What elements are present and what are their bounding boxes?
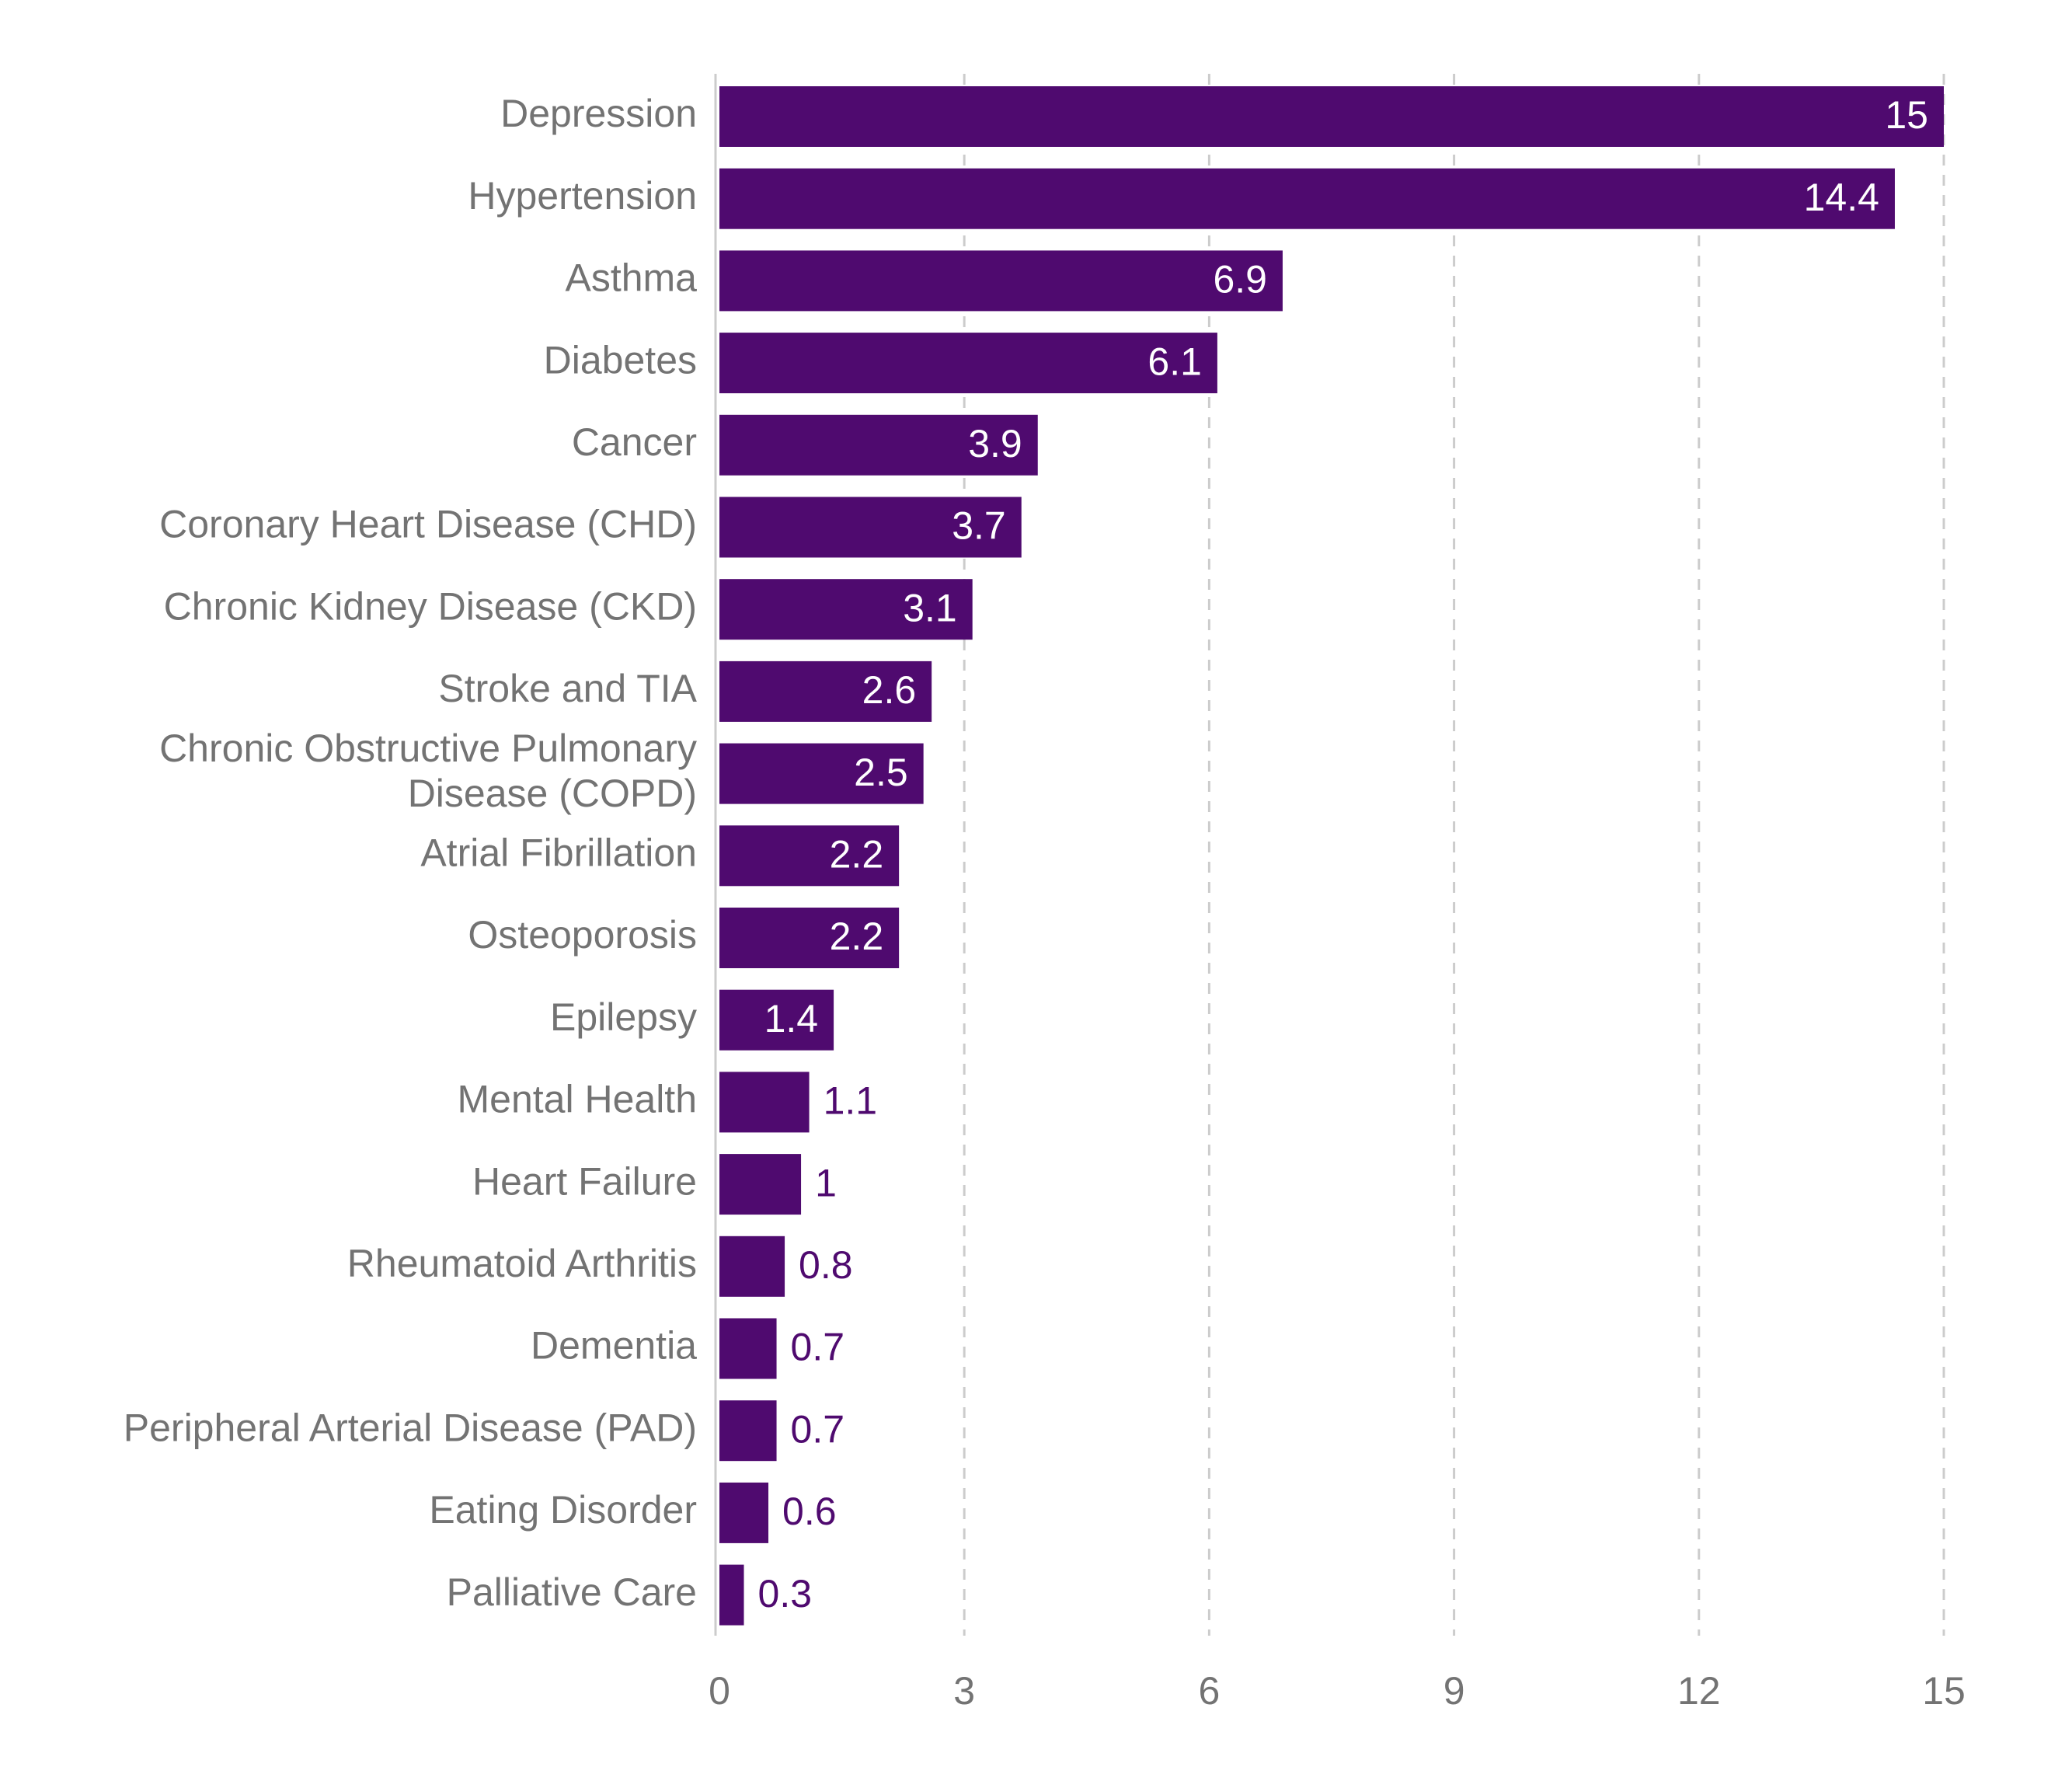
bar <box>719 86 1944 147</box>
category-label: Dementia <box>531 1324 697 1368</box>
bar <box>719 1482 769 1543</box>
labels: Depression 15 Hypertension 14.4 Asthma 6.9 Dia… <box>124 92 1928 1615</box>
bar <box>719 1564 744 1626</box>
category-label: Stroke and TIA <box>438 667 697 710</box>
bar <box>719 250 1283 312</box>
category-label: Cancer <box>572 420 697 464</box>
category-label: Eating Disorder <box>429 1488 697 1532</box>
category-label: Epilepsy <box>550 995 697 1039</box>
axes: 0 3 6 9 12 15 <box>709 74 1966 1713</box>
bar <box>719 1318 777 1379</box>
value-label: 6.9 <box>1213 258 1267 301</box>
category-label: Disease (COPD) <box>408 772 697 815</box>
value-label: 1 <box>815 1161 837 1204</box>
bar <box>719 1154 802 1215</box>
value-label: 2.6 <box>862 668 917 712</box>
x-tick-label: 15 <box>1922 1669 1966 1713</box>
bar <box>719 743 924 804</box>
bar <box>719 1236 785 1297</box>
value-label: 6.1 <box>1147 340 1202 383</box>
value-label: 1.4 <box>764 997 819 1040</box>
bar <box>719 1400 777 1462</box>
value-label: 3.1 <box>903 586 957 629</box>
category-label: Asthma <box>565 256 697 300</box>
bar <box>719 1072 810 1133</box>
bar <box>719 908 900 968</box>
value-label: 2.2 <box>830 915 884 958</box>
category-label: Peripheral Arterial Disease (PAD) <box>124 1406 697 1449</box>
bar <box>719 333 1217 394</box>
category-label: Depression <box>500 92 697 135</box>
category-label: Chronic Obstructive Pulmonary <box>159 727 697 770</box>
value-label: 0.7 <box>791 1407 845 1451</box>
value-label: 0.7 <box>791 1326 845 1369</box>
value-label: 3.7 <box>952 504 1006 548</box>
bar <box>719 168 1895 229</box>
value-label: 3.9 <box>968 422 1022 465</box>
bar <box>719 414 1038 476</box>
bar <box>719 497 1022 558</box>
category-label: Palliative Care <box>447 1570 697 1614</box>
category-label: Diabetes <box>544 338 697 382</box>
value-label: 0.6 <box>782 1490 837 1533</box>
x-tick-label: 9 <box>1443 1669 1465 1713</box>
category-label: Heart Failure <box>472 1159 697 1203</box>
category-label: Rheumatoid Arthritis <box>347 1242 697 1285</box>
category-label: Atrial Fibrillation <box>420 831 697 875</box>
value-label: 0.8 <box>799 1243 853 1287</box>
x-tick-label: 3 <box>953 1669 975 1713</box>
bar <box>719 825 900 887</box>
bar <box>719 989 834 1051</box>
value-label: 0.3 <box>758 1572 813 1615</box>
category-label: Coronary Heart Disease (CHD) <box>159 503 697 546</box>
value-label: 14.4 <box>1804 176 1879 219</box>
bars <box>719 86 1944 1626</box>
x-tick-label: 0 <box>709 1669 730 1713</box>
x-tick-label: 6 <box>1198 1669 1220 1713</box>
value-label: 15 <box>1885 93 1928 137</box>
value-label: 2.2 <box>830 833 884 877</box>
category-label: Chronic Kidney Disease (CKD) <box>164 584 697 628</box>
value-label: 2.5 <box>854 751 908 794</box>
category-label: Mental Health <box>458 1078 698 1121</box>
bar <box>719 579 973 640</box>
category-label: Hypertension <box>468 174 697 218</box>
x-tick-label: 12 <box>1677 1669 1721 1713</box>
bar <box>719 660 932 722</box>
value-label: 1.1 <box>824 1079 878 1123</box>
gridlines <box>963 74 1945 1636</box>
category-label: Osteoporosis <box>468 913 697 957</box>
